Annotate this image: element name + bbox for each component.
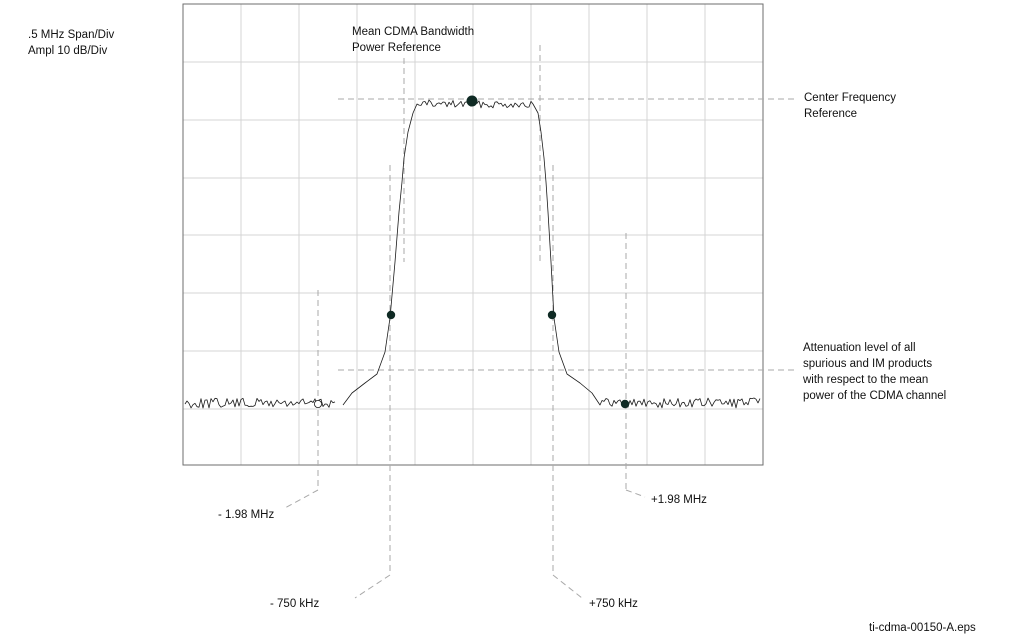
span-setting-label: .5 MHz Span/Div Ampl 10 dB/Div	[28, 27, 114, 59]
center-label-line1: Center Frequency	[804, 92, 897, 104]
center-frequency-label: Center Frequency Reference	[804, 90, 896, 122]
markers	[313, 95, 630, 409]
mean-power-marker	[466, 95, 478, 107]
pos-750-label: +750 kHz	[589, 598, 638, 610]
noise-floor-left	[184, 397, 336, 409]
graticule-grid	[183, 4, 763, 465]
atten-label-line2: spurious and IM products	[803, 358, 933, 370]
span-setting: .5 MHz Span/Div	[28, 29, 115, 41]
neg-750-marker	[386, 310, 396, 320]
leader-lines	[284, 45, 795, 599]
center-label-line2: Reference	[804, 108, 858, 120]
pos-198-label: +1.98 MHz	[651, 494, 707, 506]
attenuation-label: Attenuation level of all spurious and IM…	[803, 340, 946, 404]
pos-198-marker	[620, 399, 630, 409]
mean-label-line1: Mean CDMA Bandwidth	[352, 26, 475, 38]
mean-label-line2: Power Reference	[352, 42, 441, 54]
atten-label-line3: with respect to the mean	[803, 374, 929, 386]
neg-750-label: - 750 kHz	[270, 598, 320, 610]
neg-198-leader	[284, 489, 319, 509]
neg-198-label: - 1.98 MHz	[218, 509, 275, 521]
pos-198-leader	[625, 489, 646, 498]
neg-750-leader	[354, 574, 391, 599]
neg-198-marker	[313, 399, 322, 408]
figure-filename: ti-cdma-00150-A.eps	[869, 622, 976, 634]
atten-label-line4: power of the CDMA channel	[803, 390, 947, 402]
spectrum-trace	[184, 99, 761, 409]
pos-750-marker	[547, 310, 557, 320]
mean-bandwidth-label: Mean CDMA Bandwidth Power Reference	[352, 24, 474, 56]
cdma-channel-trace	[342, 99, 761, 409]
ampl-setting: Ampl 10 dB/Div	[28, 45, 108, 57]
display-frame	[182, 3, 764, 466]
atten-label-line1: Attenuation level of all	[803, 342, 916, 354]
pos-750-leader	[552, 574, 583, 599]
